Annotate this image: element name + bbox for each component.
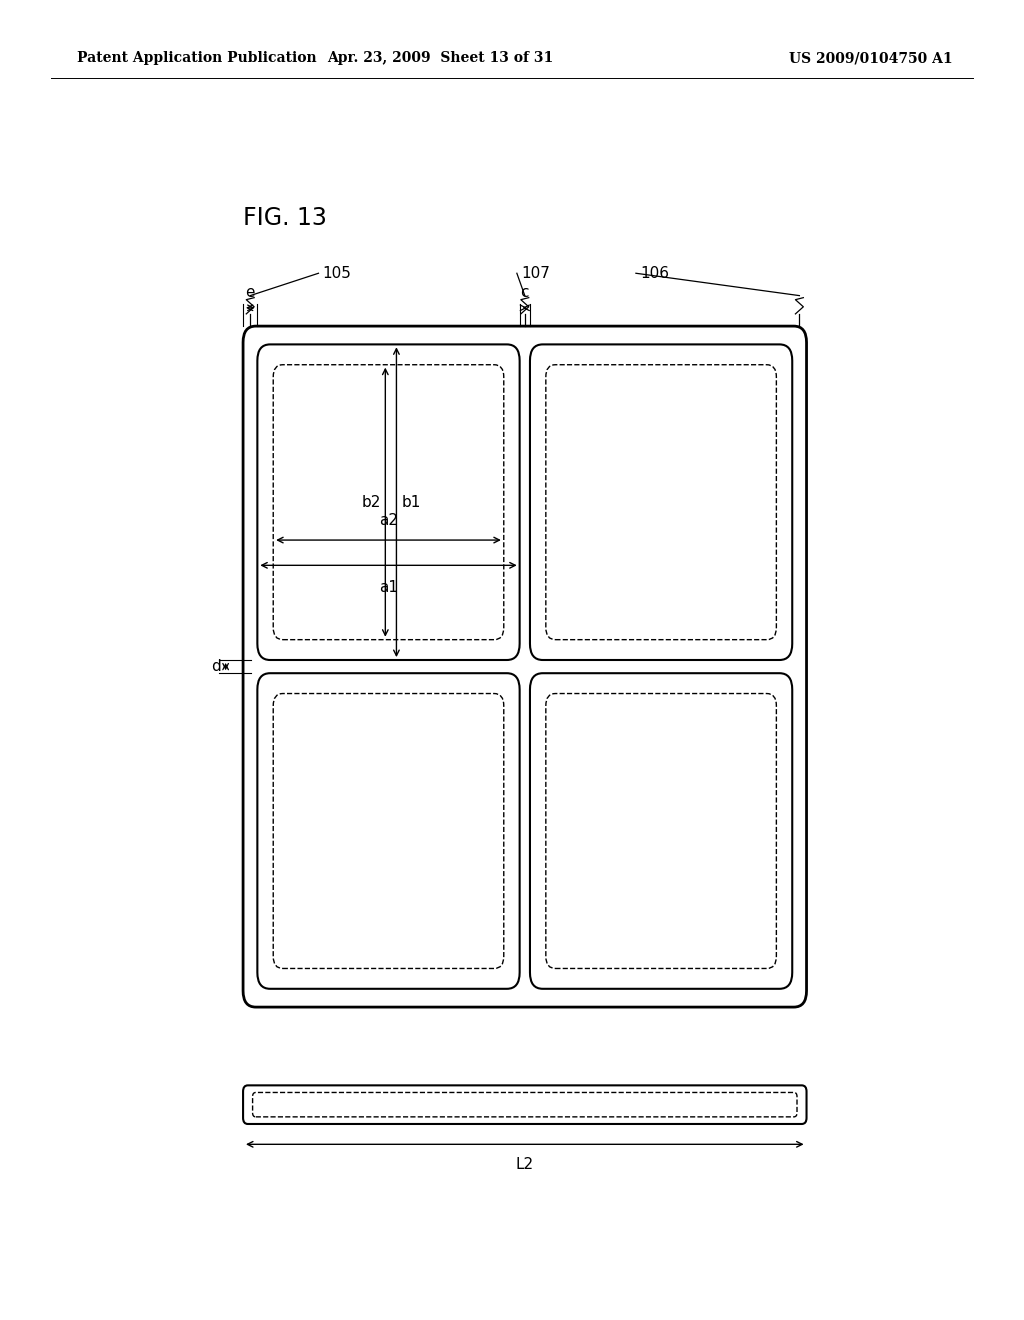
Text: 105: 105 — [323, 265, 351, 281]
Text: c: c — [520, 285, 529, 300]
Text: b2: b2 — [361, 495, 381, 510]
Text: FIG. 13: FIG. 13 — [243, 206, 327, 230]
Text: e: e — [246, 285, 255, 300]
Text: Apr. 23, 2009  Sheet 13 of 31: Apr. 23, 2009 Sheet 13 of 31 — [328, 51, 553, 65]
Text: b1: b1 — [401, 495, 421, 510]
Text: d: d — [211, 659, 221, 675]
Text: a2: a2 — [379, 513, 398, 528]
Text: a1: a1 — [379, 579, 398, 594]
Text: Patent Application Publication: Patent Application Publication — [77, 51, 316, 65]
Text: 106: 106 — [640, 265, 669, 281]
Text: 107: 107 — [521, 265, 550, 281]
Text: L2: L2 — [516, 1156, 534, 1172]
Text: US 2009/0104750 A1: US 2009/0104750 A1 — [788, 51, 952, 65]
